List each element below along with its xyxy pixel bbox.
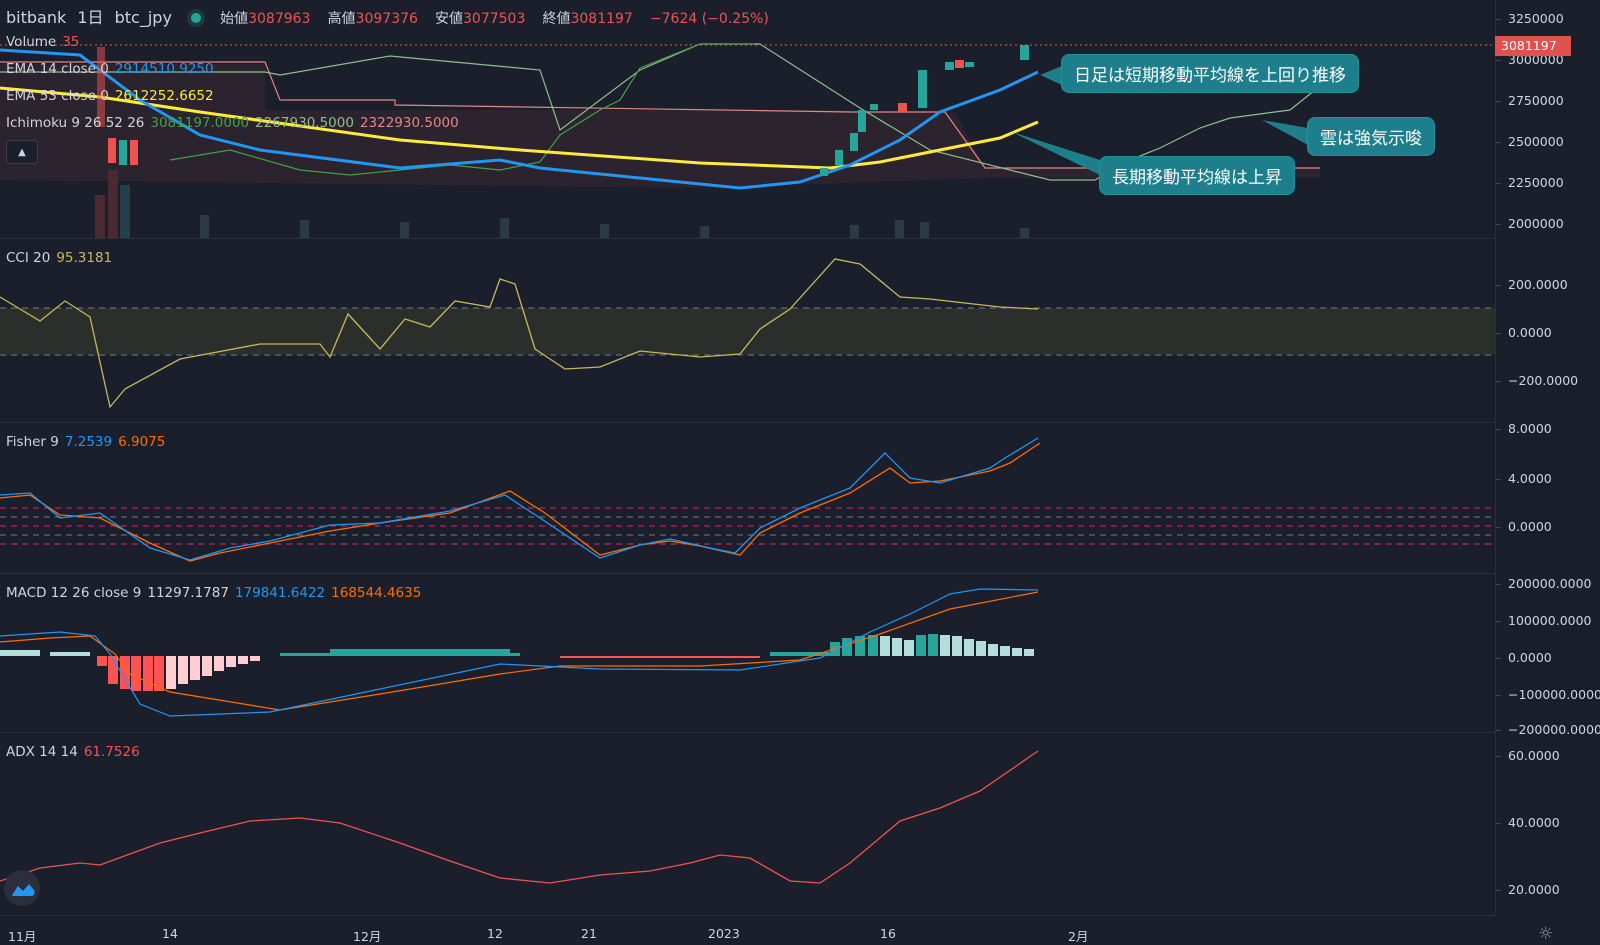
cci-axis[interactable]: 200.0000 0.0000 −200.0000	[1495, 239, 1600, 422]
collapse-legend-button[interactable]: ▲	[6, 140, 38, 164]
tradingview-logo[interactable]	[4, 870, 40, 906]
price-axis[interactable]: 3250000 3000000 2750000 2500000 2250000 …	[1495, 0, 1600, 238]
price-change: −7624 (−0.25%)	[649, 11, 769, 27]
time-axis[interactable]: 11月 14 12月 12 21 2023 16 2月	[8, 926, 1089, 944]
symbol-name[interactable]: btc_jpy	[114, 8, 172, 27]
volume-legend: Volume 35	[6, 34, 80, 50]
price-chart	[0, 43, 1495, 238]
fisher-legend: Fisher 9 7.2539 6.9075	[6, 434, 166, 450]
annotation-short-ma[interactable]: 日足は短期移動平均線を上回り推移	[1062, 55, 1358, 92]
cci-pane[interactable]	[0, 239, 1495, 423]
ichimoku-legend: Ichimoku 9 26 52 26 3081197.0000 2267930.5…	[6, 115, 459, 131]
adx-legend: ADX 14 14 61.7526	[6, 744, 140, 760]
cloud-chart-icon	[12, 884, 35, 896]
last-price-tag: 3081197	[1495, 36, 1571, 56]
fisher-pane[interactable]	[0, 423, 1495, 574]
symbol-header: bitbank 1日 btc_jpy 始値3087963 高値3097376 安…	[6, 8, 769, 27]
market-status-icon	[191, 13, 202, 23]
cci-legend: CCI 20 95.3181	[6, 250, 113, 266]
annotation-long-ma[interactable]: 長期移動平均線は上昇	[1100, 157, 1294, 194]
interval[interactable]: 1日	[77, 8, 104, 27]
macd-legend: MACD 12 26 close 9 11297.1787 179841.6422 1…	[6, 585, 422, 601]
macd-axis[interactable]: 200000.0000 100000.0000 0.0000 −100000.0…	[1495, 574, 1600, 737]
ema14-legend: EMA 14 close 0 2914510.9250	[6, 61, 214, 77]
exchange-name[interactable]: bitbank	[6, 8, 67, 27]
ema53-legend: EMA 53 close 0 2612252.6652	[6, 88, 214, 104]
adx-pane[interactable]	[0, 733, 1495, 916]
main-price-pane[interactable]	[0, 0, 1495, 239]
settings-gear-icon[interactable]: ☼	[1538, 924, 1554, 944]
chevron-up-icon: ▲	[18, 147, 26, 158]
macd-pane[interactable]	[0, 574, 1495, 733]
annotation-cloud[interactable]: 雲は強気示唆	[1308, 118, 1434, 155]
adx-axis[interactable]: 60.0000 40.0000 20.0000	[1495, 733, 1600, 915]
fisher-axis[interactable]: 8.0000 4.0000 0.0000	[1495, 421, 1600, 573]
